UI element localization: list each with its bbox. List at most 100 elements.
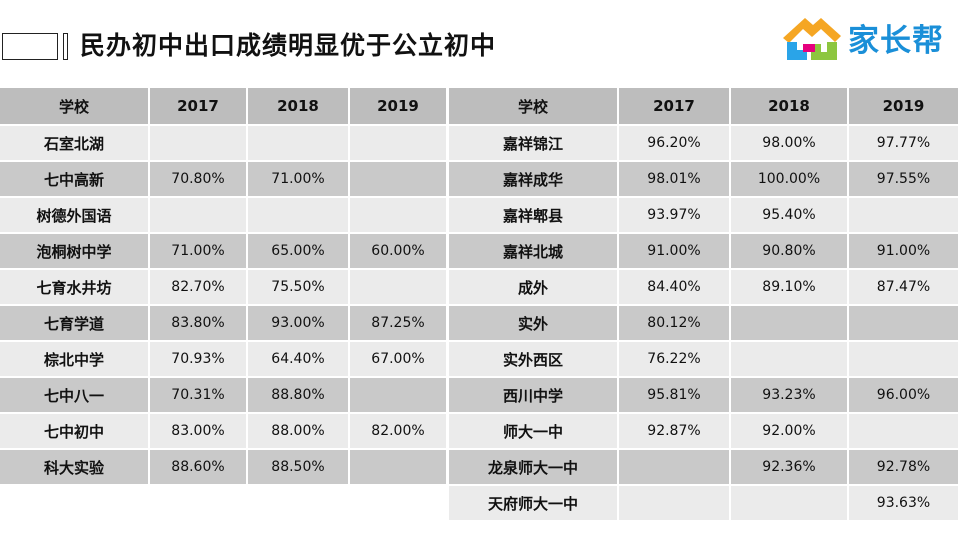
table-row: 嘉祥北城 91.00% 90.80% 91.00% (449, 234, 960, 270)
table-row: 七育学道 83.80% 93.00% 87.25% (0, 306, 448, 342)
score-cell: 90.80% (731, 234, 849, 270)
score-cell (849, 198, 960, 234)
school-name-cell: 七中高新 (0, 162, 150, 198)
score-cell: 67.00% (350, 342, 448, 378)
header-box (2, 33, 58, 60)
score-cell (619, 450, 731, 486)
header-bar (63, 33, 68, 60)
score-cell: 97.77% (849, 126, 960, 162)
score-cell (350, 270, 448, 306)
score-cell: 83.00% (150, 414, 248, 450)
score-cell: 91.00% (619, 234, 731, 270)
column-header: 2018 (731, 88, 849, 126)
score-cell: 92.78% (849, 450, 960, 486)
score-cell (248, 198, 350, 234)
table-row: 成外 84.40% 89.10% 87.47% (449, 270, 960, 306)
school-name-cell: 泡桐树中学 (0, 234, 150, 270)
score-cell: 93.00% (248, 306, 350, 342)
score-cell: 88.60% (150, 450, 248, 486)
school-name-cell: 实外西区 (449, 342, 619, 378)
school-name-cell: 石室北湖 (0, 126, 150, 162)
table-row: 师大一中 92.87% 92.00% (449, 414, 960, 450)
score-cell (731, 486, 849, 522)
table-row: 嘉祥锦江 96.20% 98.00% 97.77% (449, 126, 960, 162)
table-row: 棕北中学 70.93% 64.40% 67.00% (0, 342, 448, 378)
table-header-row: 学校 2017 2018 2019 (449, 88, 960, 126)
score-cell: 97.55% (849, 162, 960, 198)
score-cell: 80.12% (619, 306, 731, 342)
score-cell: 92.87% (619, 414, 731, 450)
score-cell: 82.70% (150, 270, 248, 306)
score-cell: 91.00% (849, 234, 960, 270)
score-cell: 88.00% (248, 414, 350, 450)
table-row: 树德外国语 (0, 198, 448, 234)
score-cell: 100.00% (731, 162, 849, 198)
score-cell: 84.40% (619, 270, 731, 306)
score-cell: 93.63% (849, 486, 960, 522)
school-name-cell: 七育水井坊 (0, 270, 150, 306)
column-header: 2017 (619, 88, 731, 126)
table-row: 科大实验 88.60% 88.50% (0, 450, 448, 486)
score-cell: 75.50% (248, 270, 350, 306)
school-name-cell: 嘉祥锦江 (449, 126, 619, 162)
score-cell (350, 378, 448, 414)
score-cell: 82.00% (350, 414, 448, 450)
score-cell: 96.20% (619, 126, 731, 162)
page-title: 民办初中出口成绩明显优于公立初中 (80, 31, 497, 60)
table-row: 七育水井坊 82.70% 75.50% (0, 270, 448, 306)
score-cell (849, 342, 960, 378)
score-cell (849, 414, 960, 450)
column-header: 2018 (248, 88, 350, 126)
table-row: 实外 80.12% (449, 306, 960, 342)
school-name-cell: 七中初中 (0, 414, 150, 450)
school-name-cell: 树德外国语 (0, 198, 150, 234)
score-cell (350, 450, 448, 486)
school-name-cell: 嘉祥北城 (449, 234, 619, 270)
table-row: 泡桐树中学 71.00% 65.00% 60.00% (0, 234, 448, 270)
column-header: 学校 (449, 88, 619, 126)
score-cell (731, 306, 849, 342)
score-cell: 70.93% (150, 342, 248, 378)
table-row: 七中高新 70.80% 71.00% (0, 162, 448, 198)
school-name-cell: 龙泉师大一中 (449, 450, 619, 486)
table-row: 石室北湖 (0, 126, 448, 162)
score-cell: 98.01% (619, 162, 731, 198)
score-cell (150, 198, 248, 234)
score-cell: 96.00% (849, 378, 960, 414)
score-cell (150, 126, 248, 162)
school-name-cell: 棕北中学 (0, 342, 150, 378)
table-row: 实外西区 76.22% (449, 342, 960, 378)
score-cell: 65.00% (248, 234, 350, 270)
score-cell (849, 306, 960, 342)
score-cell: 83.80% (150, 306, 248, 342)
column-header: 2017 (150, 88, 248, 126)
score-cell: 89.10% (731, 270, 849, 306)
score-cell: 71.00% (150, 234, 248, 270)
school-name-cell: 科大实验 (0, 450, 150, 486)
score-cell: 70.80% (150, 162, 248, 198)
score-cell (350, 162, 448, 198)
score-cell: 95.40% (731, 198, 849, 234)
column-header: 学校 (0, 88, 150, 126)
score-cell: 93.97% (619, 198, 731, 234)
score-cell: 71.00% (248, 162, 350, 198)
score-cell: 98.00% (731, 126, 849, 162)
left-score-table: 学校 2017 2018 2019 石室北湖 七中高新 70.80% 71.00% 树德… (0, 88, 448, 486)
score-cell: 93.23% (731, 378, 849, 414)
table-header-row: 学校 2017 2018 2019 (0, 88, 448, 126)
score-cell: 70.31% (150, 378, 248, 414)
score-cell: 92.36% (731, 450, 849, 486)
school-name-cell: 实外 (449, 306, 619, 342)
table-row: 嘉祥郫县 93.97% 95.40% (449, 198, 960, 234)
table-row: 嘉祥成华 98.01% 100.00% 97.55% (449, 162, 960, 198)
score-cell: 87.47% (849, 270, 960, 306)
school-name-cell: 七育学道 (0, 306, 150, 342)
score-cell: 64.40% (248, 342, 350, 378)
house-logo-icon (783, 18, 841, 60)
table-row: 龙泉师大一中 92.36% 92.78% (449, 450, 960, 486)
logo-text: 家长帮 (848, 23, 944, 59)
table-row: 天府师大一中 93.63% (449, 486, 960, 522)
column-header: 2019 (849, 88, 960, 126)
table-row: 七中八一 70.31% 88.80% (0, 378, 448, 414)
score-cell (619, 486, 731, 522)
